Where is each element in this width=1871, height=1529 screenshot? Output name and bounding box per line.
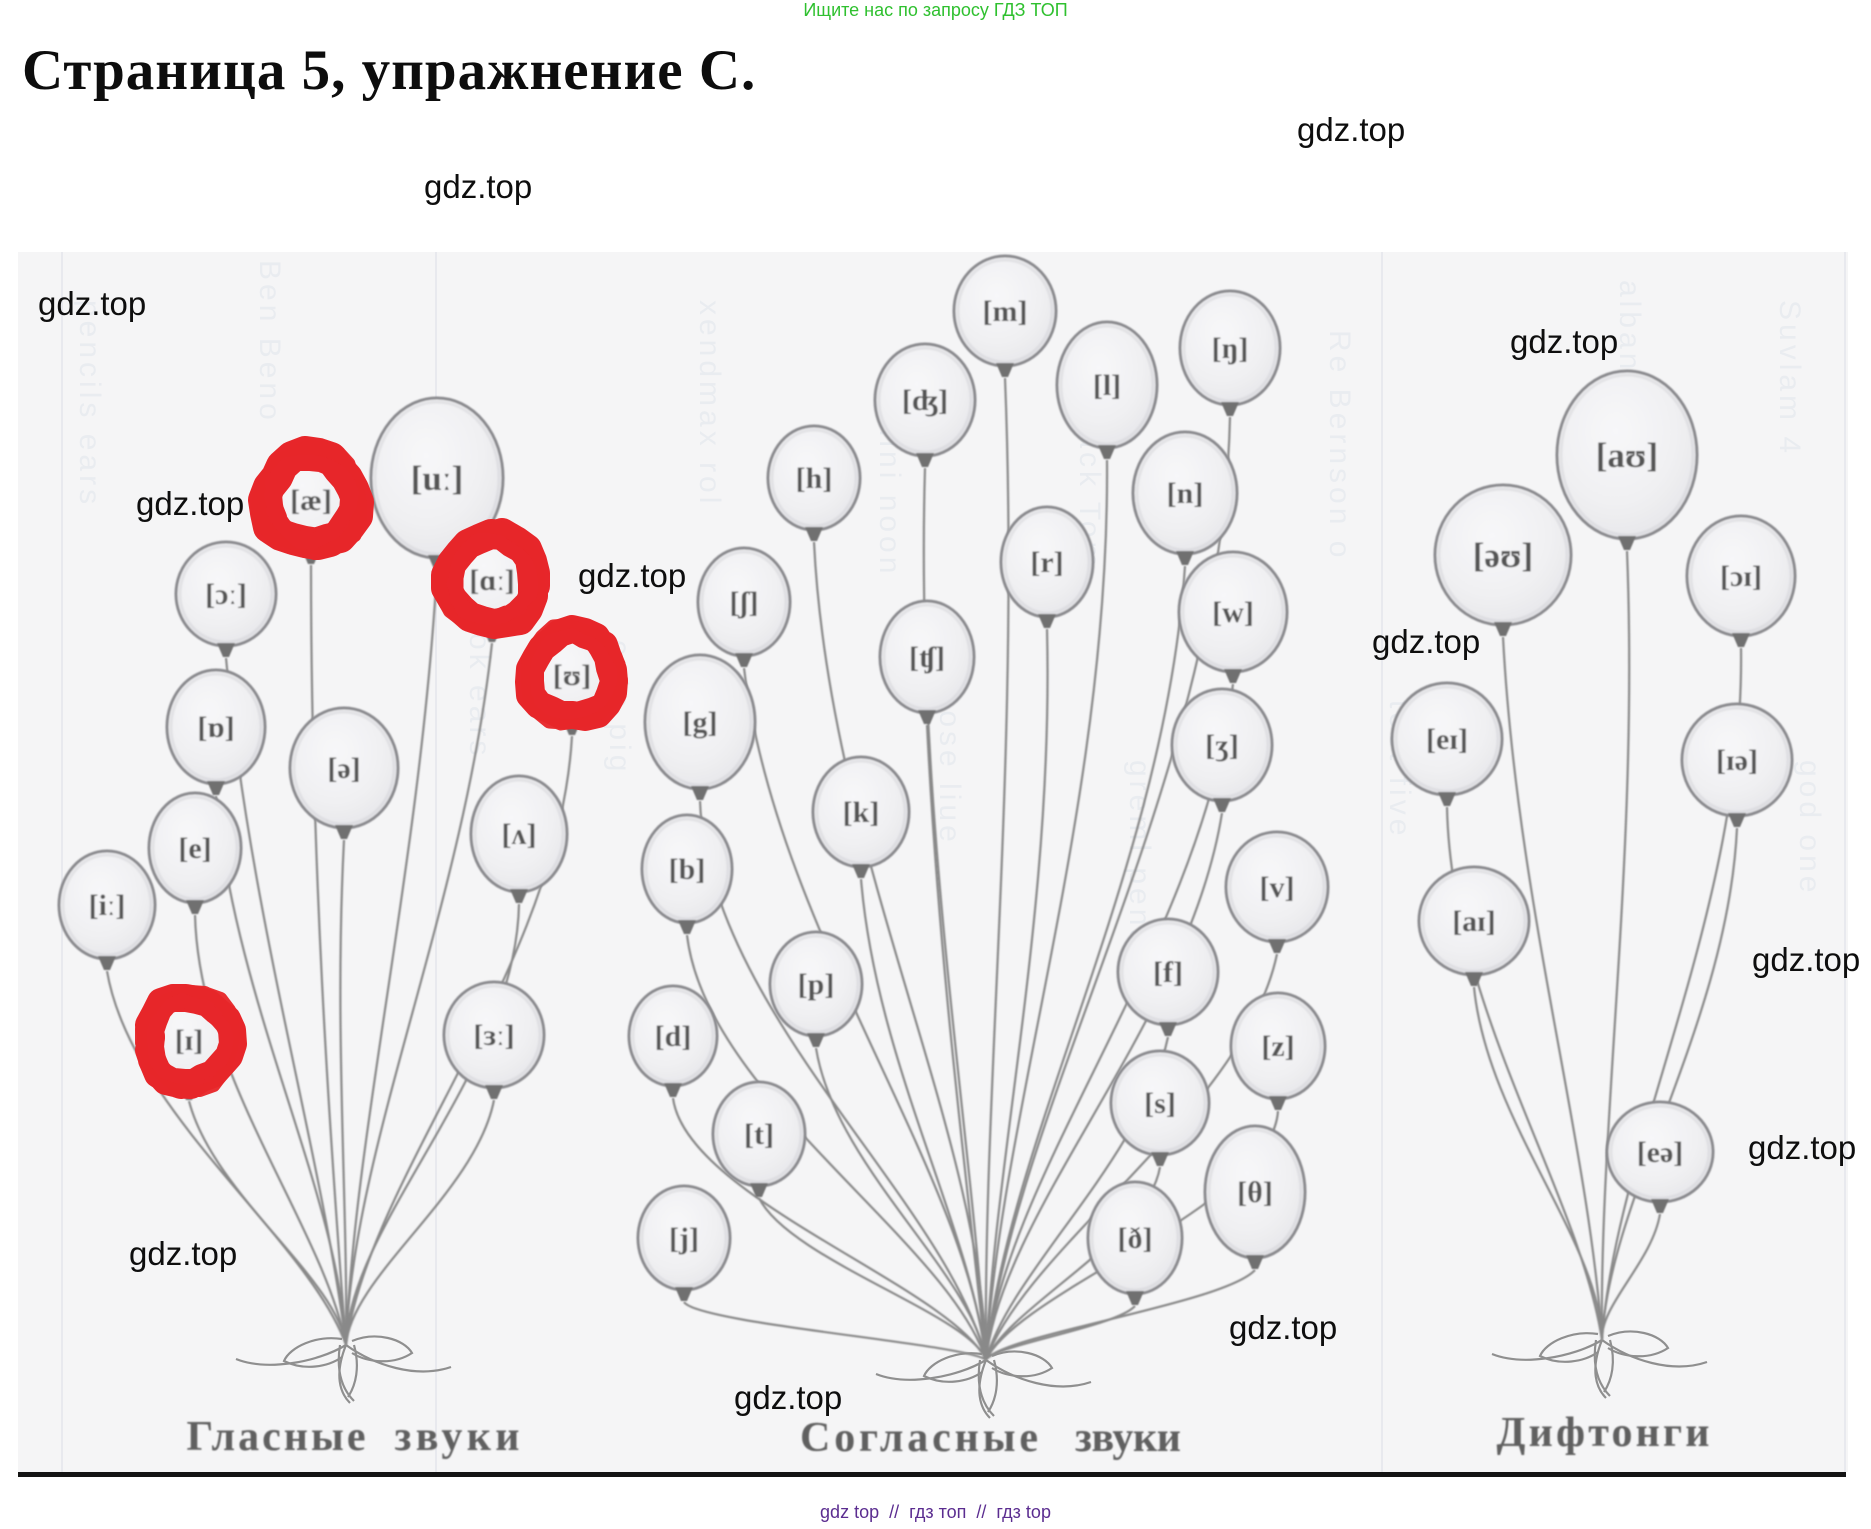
svg-text:[ɔɪ]: [ɔɪ]: [1720, 560, 1762, 593]
svg-text:[ʤ]: [ʤ]: [902, 384, 948, 417]
svg-text:Согласные: Согласные: [800, 1415, 1038, 1461]
svg-text:[h]: [h]: [796, 462, 833, 495]
svg-text:Re Bernson o: Re Bernson o: [1323, 330, 1356, 561]
svg-text:pencils ears: pencils ears: [73, 300, 106, 508]
svg-text:[b]: [b]: [669, 853, 706, 886]
svg-text:[e]: [e]: [178, 832, 211, 865]
svg-text:Дифтонги: Дифтонги: [1497, 1410, 1710, 1456]
svg-text:[eə]: [eə]: [1637, 1136, 1684, 1169]
svg-text:Ben Beno: Ben Beno: [253, 260, 286, 424]
svg-text:звуки: звуки: [1075, 1415, 1181, 1461]
svg-text:[l]: [l]: [1093, 369, 1121, 402]
svg-text:[ʒ]: [ʒ]: [1205, 729, 1239, 762]
svg-text:[əʊ]: [əʊ]: [1473, 536, 1533, 575]
svg-text:[s]: [s]: [1144, 1087, 1176, 1120]
svg-text:[v]: [v]: [1260, 871, 1295, 904]
svg-text:[θ]: [θ]: [1237, 1176, 1273, 1209]
svg-text:[m]: [m]: [983, 295, 1028, 328]
svg-text:[d]: [d]: [655, 1020, 692, 1053]
svg-text:greml pens: greml pens: [1123, 760, 1156, 948]
svg-text:[ɪə]: [ɪə]: [1716, 744, 1758, 777]
svg-text:[z]: [z]: [1261, 1030, 1294, 1063]
svg-text:[g]: [g]: [683, 706, 718, 739]
svg-text:[j]: [j]: [669, 1222, 699, 1255]
svg-text:[ʃ]: [ʃ]: [729, 586, 758, 619]
svg-text:[ɑː]: [ɑː]: [469, 564, 515, 597]
svg-text:Гласные: Гласные: [187, 1414, 366, 1460]
svg-text:[ʊ]: [ʊ]: [553, 659, 592, 692]
svg-text:[t]: [t]: [744, 1118, 774, 1151]
svg-text:[ɒ]: [ɒ]: [197, 711, 234, 744]
svg-text:Suvlam 4: Suvlam 4: [1773, 300, 1806, 457]
svg-text:[ɪ]: [ɪ]: [175, 1024, 204, 1057]
svg-text:[w]: [w]: [1212, 596, 1254, 629]
svg-text:[ʧ]: [ʧ]: [909, 641, 945, 674]
svg-text:[ɔː]: [ɔː]: [205, 578, 247, 611]
svg-text:[æ]: [æ]: [290, 484, 332, 517]
svg-text:[aɪ]: [aɪ]: [1452, 905, 1496, 938]
svg-text:звуки: звуки: [395, 1414, 520, 1460]
svg-text:[n]: [n]: [1167, 477, 1204, 510]
svg-text:[f]: [f]: [1153, 956, 1183, 989]
svg-text:[k]: [k]: [843, 796, 880, 829]
svg-text:[ð]: [ð]: [1118, 1222, 1153, 1255]
svg-text:[aʊ]: [aʊ]: [1596, 436, 1658, 475]
svg-text:[ŋ]: [ŋ]: [1212, 332, 1249, 365]
svg-text:[ʌ]: [ʌ]: [502, 818, 537, 851]
svg-text:[iː]: [iː]: [89, 889, 126, 922]
svg-text:[ɜː]: [ɜː]: [473, 1019, 514, 1052]
svg-text:god one: god one: [1793, 760, 1826, 896]
svg-text:xendmax rol: xendmax rol: [693, 300, 726, 507]
svg-text:[ə]: [ə]: [327, 752, 360, 785]
svg-text:[r]: [r]: [1030, 546, 1063, 579]
svg-text:[p]: [p]: [798, 968, 835, 1001]
svg-text:[uː]: [uː]: [411, 459, 464, 498]
svg-text:[eɪ]: [eɪ]: [1426, 723, 1468, 756]
